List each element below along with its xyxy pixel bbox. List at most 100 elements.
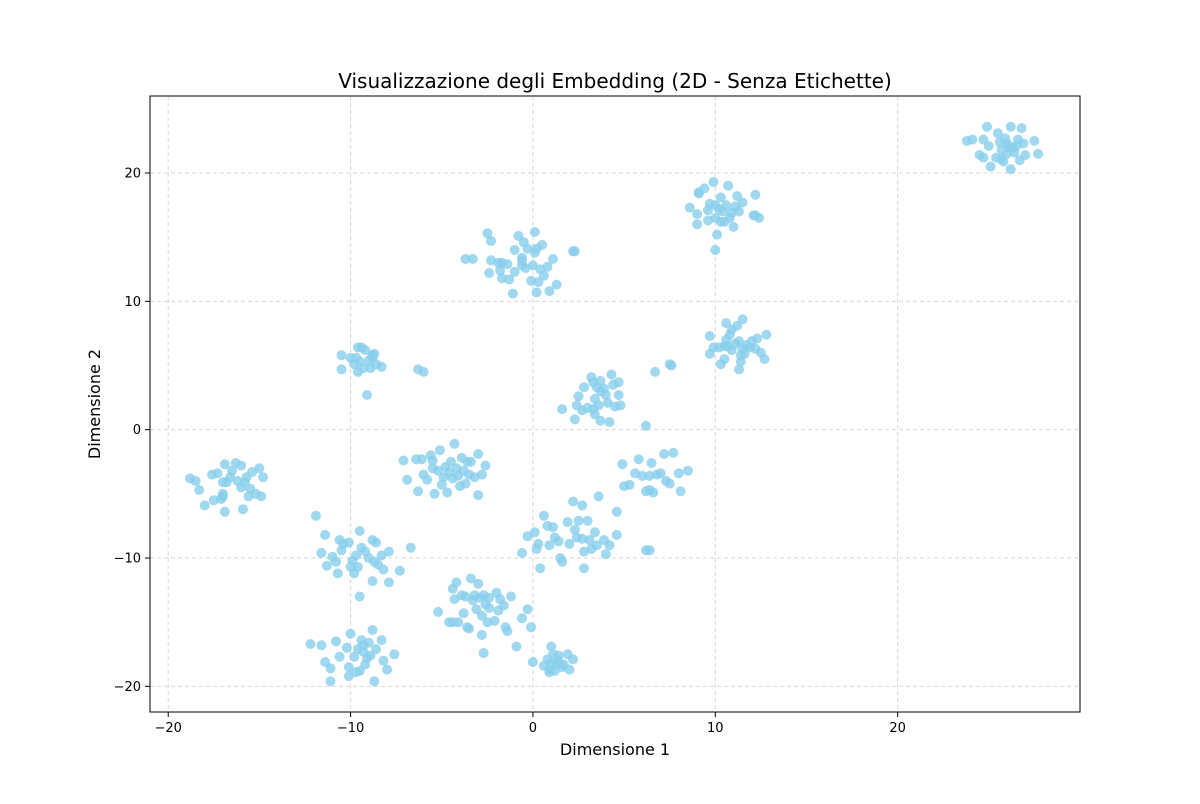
data-point [325,663,336,674]
data-point [325,676,336,687]
data-point [354,526,365,536]
data-point [394,565,405,576]
data-point [983,141,994,151]
data-point [659,449,670,459]
data-point [476,630,487,640]
data-point [336,350,347,361]
data-point [506,591,517,602]
data-point [236,460,247,471]
data-point [413,486,424,497]
grid [150,96,1080,712]
data-point [759,354,770,365]
data-point [992,128,1003,139]
chart-title: Visualizzazione degli Embedding (2D - Se… [338,69,892,93]
data-point [336,364,347,375]
data-point [553,655,564,666]
data-point [542,261,553,272]
data-point [593,491,604,502]
data-point [383,577,394,588]
data-point [548,254,558,264]
x-tick-label: 10 [707,721,724,736]
data-point [354,591,365,602]
data-point [465,456,476,467]
data-point [227,465,238,476]
data-point [737,314,748,325]
data-point [416,454,427,465]
data-point [382,664,393,675]
data-point [334,651,345,662]
data-point [579,382,589,393]
data-point [715,192,726,203]
data-point [613,390,624,400]
data-point [611,506,622,517]
data-point [352,562,363,572]
data-point [569,246,580,257]
data-point [582,515,593,526]
data-point [316,547,327,558]
plot-frame [149,95,1081,713]
data-point [498,600,509,611]
data-point [699,183,710,194]
data-point [331,556,341,567]
data-point [451,577,462,588]
data-point [1002,138,1013,149]
x-tick-label: 0 [529,721,537,736]
data-point [486,236,496,246]
data-point [673,468,684,479]
data-point [624,479,635,490]
data-point [436,479,447,490]
data-point [343,671,354,682]
data-point [668,447,679,458]
data-point [1033,148,1044,159]
data-point [728,221,739,232]
data-point [644,485,655,495]
data-point [473,490,484,501]
data-point [349,651,360,662]
data-point [405,542,416,553]
data-point [531,287,542,298]
data-point [527,657,538,667]
data-point [219,459,230,470]
data-point [362,390,372,400]
data-point [476,469,487,480]
data-point [517,255,527,266]
data-point [504,274,515,285]
data-point [752,333,763,344]
data-point [482,228,493,239]
data-point [517,547,527,558]
data-point [573,391,584,402]
y-tick-label: −20 [114,680,141,695]
data-point [761,329,772,340]
data-point [429,488,440,499]
data-point [562,517,573,528]
data-point [458,608,469,619]
data-point [544,667,555,678]
data-point [655,468,666,479]
data-point [489,615,500,626]
data-point [537,239,548,250]
data-point [564,538,575,549]
data-point [433,606,444,617]
data-point [449,438,460,449]
data-point [460,254,471,264]
data-point [1011,141,1022,151]
data-point [464,623,475,634]
data-point [460,478,471,489]
data-point [734,206,744,217]
data-point [310,510,321,521]
data-point [568,654,579,665]
data-point [256,491,267,502]
data-point [398,455,409,466]
y-tick-label: 20 [124,167,141,182]
data-point [557,556,568,567]
data-point [750,189,761,200]
data-point [546,641,557,652]
data-point [682,465,693,476]
data-point [666,360,677,371]
data-point [522,604,533,615]
data-point [664,478,675,489]
data-point [588,404,599,415]
data-point [538,270,549,281]
data-point [646,458,657,468]
data-point [544,286,555,297]
